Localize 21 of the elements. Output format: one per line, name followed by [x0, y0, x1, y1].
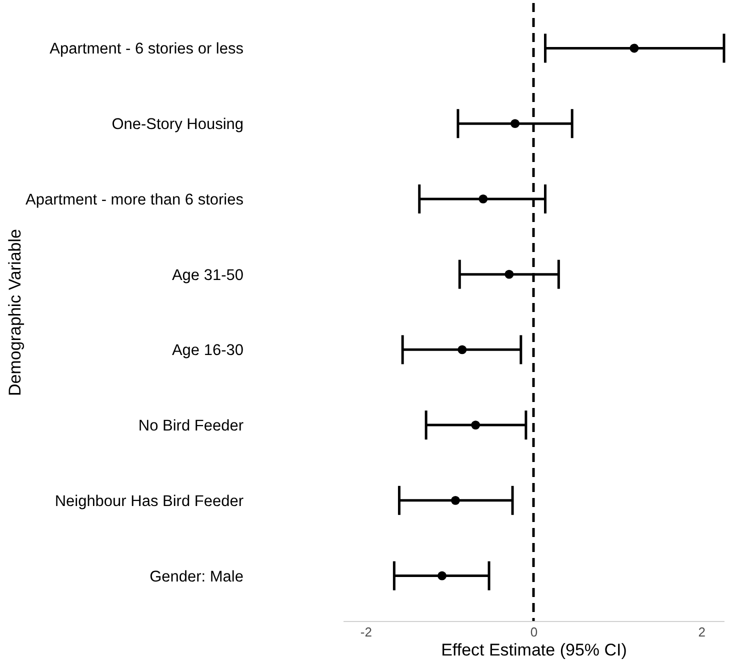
- point: [438, 571, 446, 580]
- x-tick-label: 0: [530, 624, 538, 640]
- y-tick-label: No Bird Feeder: [138, 418, 244, 435]
- x-tick-label: 2: [698, 624, 706, 640]
- y-tick-label: Apartment - more than 6 stories: [26, 191, 244, 208]
- point: [471, 420, 480, 430]
- point: [478, 194, 488, 204]
- x-tick-label: -2: [360, 624, 372, 640]
- x-axis-title: Effect Estimate (95% CI): [441, 640, 627, 660]
- point: [458, 345, 467, 354]
- point: [510, 119, 520, 128]
- y-tick-label: Age 16-30: [172, 342, 244, 360]
- point: [450, 496, 460, 505]
- y-tick-label: Gender: Male: [150, 568, 244, 586]
- point: [630, 44, 639, 53]
- y-tick-label: Neighbour Has Bird Feeder: [54, 492, 244, 510]
- y-tick-label: Apartment - 6 stories or less: [50, 40, 244, 58]
- y-tick-label: One-Story Housing: [112, 116, 244, 134]
- y-tick-label: Age 31-50: [172, 266, 244, 284]
- y-axis-title: Demographic Variable: [6, 229, 24, 396]
- point: [504, 270, 514, 279]
